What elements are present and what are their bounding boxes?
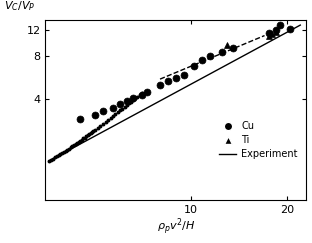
X-axis label: $\rho_p v^2/H$: $\rho_p v^2/H$ [157,217,195,237]
Legend: Cu, Ti, Experiment: Cu, Ti, Experiment [215,117,302,163]
Y-axis label: $V_C/V_P$: $V_C/V_P$ [4,0,35,13]
